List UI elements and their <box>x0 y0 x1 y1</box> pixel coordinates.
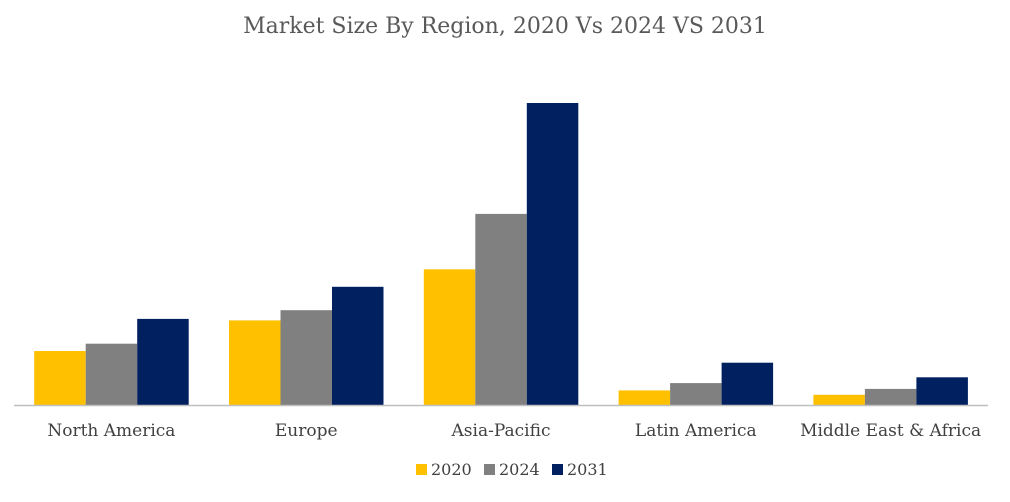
bar-2031-europe <box>332 286 384 405</box>
legend-swatch-2020 <box>416 464 427 475</box>
x-tick-label: North America <box>47 421 175 441</box>
bars-layer <box>34 103 968 405</box>
x-tick-label: Latin America <box>635 421 757 441</box>
chart-title: Market Size By Region, 2020 Vs 2024 VS 2… <box>243 14 767 39</box>
bar-2024-latin-america <box>670 383 722 405</box>
x-tick-label: Europe <box>275 421 338 441</box>
bar-2031-middle-east-africa <box>916 377 968 405</box>
bar-2020-asia-pacific <box>423 269 476 405</box>
bar-2020-north-america <box>34 351 86 405</box>
legend: 2020 2024 2031 <box>416 460 608 479</box>
bar-2020-latin-america <box>618 390 671 405</box>
legend-swatch-2031 <box>552 464 563 475</box>
legend-label-2031: 2031 <box>567 460 608 479</box>
legend-swatch-2024 <box>484 464 495 475</box>
bar-2031-north-america <box>137 318 189 405</box>
bar-2031-latin-america <box>721 362 774 405</box>
bar-2024-middle-east-africa <box>864 388 917 405</box>
x-tick-label: Middle East & Africa <box>800 421 981 441</box>
bar-2031-asia-pacific <box>526 103 579 405</box>
bar-2020-middle-east-africa <box>813 394 865 405</box>
legend-label-2020: 2020 <box>431 460 472 479</box>
bar-2024-asia-pacific <box>475 213 527 405</box>
x-tick-labels: North America Europe Asia-Pacific Latin Ame… <box>47 421 981 441</box>
legend-label-2024: 2024 <box>499 460 540 479</box>
bar-2024-north-america <box>85 343 138 405</box>
bar-2020-europe <box>229 320 281 405</box>
bar-2024-europe <box>280 310 332 405</box>
x-tick-label: Asia-Pacific <box>451 421 551 441</box>
